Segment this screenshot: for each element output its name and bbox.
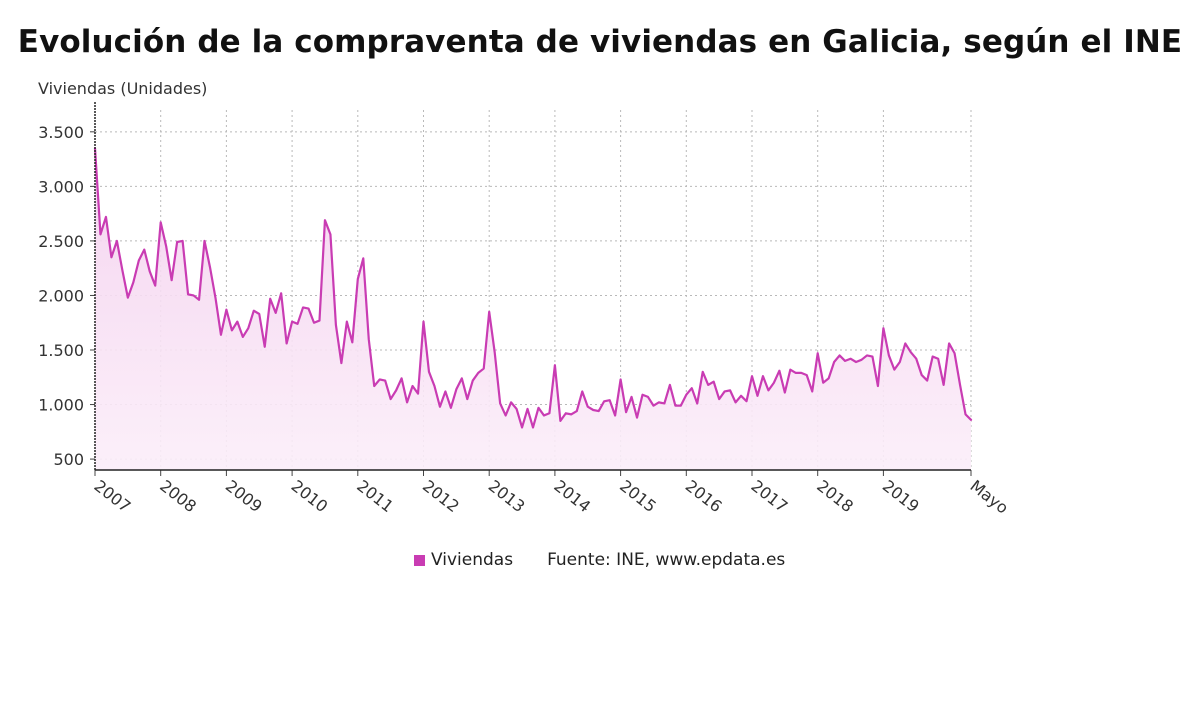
x-tick-label: 2011 [353, 476, 397, 516]
y-tick-label: 1.500 [38, 341, 84, 360]
y-tick-label: 1.000 [38, 396, 84, 415]
y-tick-label: 2.500 [38, 232, 84, 251]
x-tick-label: 2009 [222, 476, 266, 516]
axes [90, 102, 972, 476]
source-note: Fuente: INE, www.epdata.es [547, 550, 786, 570]
legend: Viviendas Fuente: INE, www.epdata.es [414, 550, 785, 570]
x-tick-label: 2018 [813, 476, 857, 516]
x-tick-label: 2017 [748, 476, 792, 516]
x-tick-label: Mayo [967, 476, 1012, 517]
series-line-viviendas [93, 147, 973, 429]
x-tick-label: 2012 [419, 476, 463, 516]
y-tick-label: 500 [53, 450, 84, 469]
y-tick-labels: 500 1.000 1.500 2.000 2.500 3.000 3.500 [38, 123, 84, 469]
chart-title: Evolución de la compraventa de viviendas… [17, 24, 1183, 60]
x-tick-label: 2015 [616, 476, 660, 516]
y-tick-label: 3.500 [38, 123, 84, 142]
x-tick-label: 2010 [288, 476, 332, 516]
x-tick-labels: 2007 2008 2009 2010 2011 2012 2013 2014 2015 2016… [91, 476, 1012, 517]
series-area-viviendas [95, 148, 971, 470]
legend-swatch [414, 554, 425, 566]
x-tick-label: 2014 [550, 476, 594, 516]
x-tick-label: 2016 [682, 476, 726, 516]
x-tick-label: 2007 [91, 476, 135, 516]
legend-label-viviendas: Viviendas [431, 550, 514, 570]
y-tick-label: 3.000 [38, 177, 84, 196]
area-layer [93, 147, 973, 470]
y-tick-label: 2.000 [38, 286, 84, 305]
y-axis-title: Viviendas (Unidades) [38, 79, 208, 98]
x-tick-label: 2019 [879, 476, 923, 516]
x-tick-label: 2008 [156, 476, 200, 516]
x-tick-label: 2013 [485, 476, 529, 516]
